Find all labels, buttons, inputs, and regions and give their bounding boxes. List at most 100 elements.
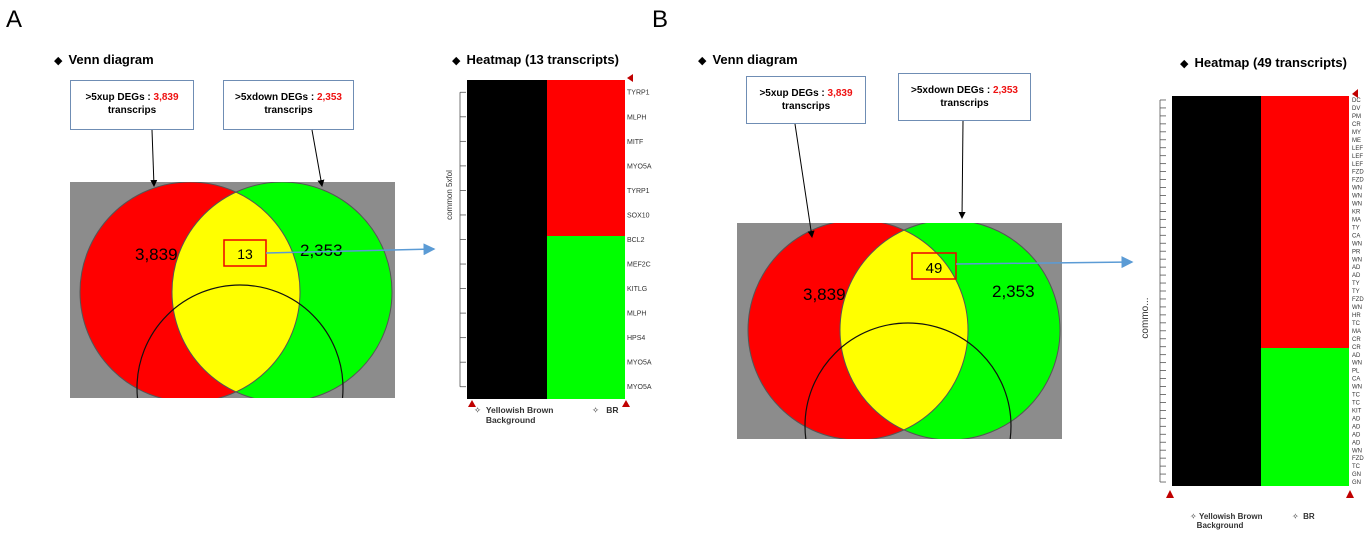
- legend-bullet-icon: ✧: [1190, 512, 1197, 521]
- legend-label-br: BR: [606, 405, 619, 415]
- gene-label: PL: [1352, 369, 1360, 375]
- down-pointer-line: [958, 120, 966, 219]
- marker-triangle-icon: [1346, 490, 1354, 498]
- venn-title-text: Venn diagram: [712, 52, 798, 67]
- heatmap-a: TYRP1 MLPH MITF MYO5A TYRP1 SOX10 BCL2 MEF2C KIT…: [445, 74, 652, 407]
- gene-label: TC: [1352, 393, 1361, 399]
- heatmap-column-yellowish-brown: [1172, 96, 1261, 486]
- up-pointer-line: [150, 129, 158, 187]
- down-degs-label: >5xdown DEGs :: [235, 92, 317, 103]
- gene-label: FZD: [1352, 456, 1364, 462]
- overlap-arrow: [955, 256, 1134, 269]
- gene-label: MLPH: [627, 114, 646, 121]
- heatmap-title-text: Heatmap (49 transcripts): [1194, 55, 1347, 70]
- gene-label: TY: [1352, 225, 1360, 231]
- diamond-bullet-icon: ◆: [1180, 58, 1189, 70]
- legend-b-br: ✧ BR: [1292, 512, 1315, 522]
- gene-label: MYO5A: [627, 163, 652, 170]
- legend-a: ✧ Yellowish Brown Background: [474, 405, 553, 425]
- diamond-bullet-icon: ◆: [698, 55, 707, 67]
- third-circle: [804, 322, 1012, 439]
- heatmap-up-block: [1261, 96, 1349, 348]
- up-degs-callout-a: >5xup DEGs : 3,839 transcrips: [70, 80, 194, 130]
- gene-labels-a: TYRP1 MLPH MITF MYO5A TYRP1 SOX10 BCL2 MEF2C KIT…: [627, 90, 652, 391]
- gene-label: DV: [1352, 106, 1360, 112]
- gene-label: MYO5A: [627, 384, 652, 391]
- gene-label: TC: [1352, 464, 1361, 470]
- overlap-region: [840, 223, 968, 439]
- gene-label: PR: [1352, 249, 1361, 255]
- venn-center-count: 49: [926, 260, 943, 277]
- gene-label: TY: [1352, 289, 1360, 295]
- legend-label-br: BR: [1303, 512, 1315, 521]
- marker-triangle-icon: [468, 400, 476, 407]
- legend-label-yellowish: Yellowish Brown: [485, 405, 554, 415]
- legend-label-yellowish: Yellowish Brown: [1198, 512, 1263, 521]
- gene-label: HR: [1352, 313, 1361, 319]
- up-degs-label: >5xup DEGs :: [85, 92, 154, 103]
- gene-label: GN: [1352, 480, 1361, 486]
- legend-bullet-icon: ✧: [592, 405, 600, 415]
- legend-label-background: Background: [1196, 521, 1244, 530]
- gene-label: TY: [1352, 281, 1360, 287]
- heatmap-b: DCDVPMCRMYMELEFLEFLEFFZDFZDWNWNWNKRMATYC…: [1140, 89, 1364, 498]
- gene-label: AD: [1352, 416, 1361, 422]
- gene-label: MYO5A: [627, 360, 652, 367]
- venn-diagram-a: 3,839 2,353 13: [70, 129, 436, 398]
- up-degs-count: 3,839: [827, 88, 853, 99]
- gene-label: WN: [1352, 241, 1362, 247]
- dendrogram-b: [1159, 99, 1166, 483]
- gene-label: CR: [1352, 345, 1361, 351]
- gene-label: AD: [1352, 424, 1361, 430]
- venn-right-count: 2,353: [300, 241, 343, 260]
- gene-label: MITF: [627, 139, 643, 146]
- gene-label: BCL2: [627, 237, 645, 244]
- overlap-highlight-box: [911, 252, 957, 280]
- heatmap-down-block: [547, 236, 625, 399]
- gene-label: WN: [1352, 202, 1362, 208]
- gene-label: HPS4: [627, 335, 645, 342]
- gene-label: CR: [1352, 337, 1361, 343]
- gene-label: WN: [1352, 385, 1362, 391]
- dendrogram-label: common 5xfol: [445, 170, 454, 220]
- venn-title-a: ◆ Venn diagram: [54, 52, 154, 67]
- gene-label: LEF: [1352, 154, 1363, 160]
- gene-label: AD: [1352, 273, 1361, 279]
- up-degs-callout-b: >5xup DEGs : 3,839 transcrips: [746, 76, 866, 124]
- legend-a-br: ✧ BR: [592, 405, 619, 415]
- down-degs-count: 2,353: [316, 92, 342, 103]
- gene-label: WN: [1352, 194, 1362, 200]
- overlap-arrow: [265, 243, 436, 256]
- gene-label: MEF2C: [627, 261, 651, 268]
- gene-label: KIT: [1352, 408, 1362, 414]
- down-degs-count: 2,353: [992, 85, 1018, 96]
- heatmap-down-block: [1261, 348, 1349, 486]
- gene-label: ME: [1352, 138, 1361, 144]
- gene-label: WN: [1352, 186, 1362, 192]
- gene-label: SOX10: [627, 212, 650, 219]
- down-degs-unit: transcrips: [940, 98, 989, 109]
- panel-letter-a: A: [6, 6, 23, 33]
- gene-label: FZD: [1352, 297, 1364, 303]
- gene-label: GN: [1352, 472, 1361, 478]
- gene-label: TYRP1: [627, 188, 650, 195]
- dendrogram-a: [459, 91, 466, 388]
- gene-label: FZD: [1352, 170, 1364, 176]
- legend-bullet-icon: ✧: [474, 405, 482, 415]
- third-circle: [136, 284, 344, 398]
- gene-label: WN: [1352, 448, 1362, 454]
- gene-label: CA: [1352, 377, 1360, 383]
- venn-left-count: 3,839: [803, 285, 846, 304]
- gene-label: WN: [1352, 361, 1362, 367]
- diamond-bullet-icon: ◆: [54, 55, 63, 67]
- overlap-region: [172, 182, 300, 398]
- gene-label: MLPH: [627, 311, 646, 318]
- gene-label: KITLG: [627, 286, 647, 293]
- heatmap-title-text: Heatmap (13 transcripts): [466, 52, 619, 67]
- gene-label: LEF: [1352, 146, 1363, 152]
- gene-label: KR: [1352, 210, 1361, 216]
- dendrogram-label: commo...: [1140, 297, 1151, 338]
- down-degs-callout-a: >5xdown DEGs : 2,353 transcrips: [223, 80, 354, 130]
- heatmap-title-b: ◆ Heatmap (49 transcripts): [1180, 55, 1347, 70]
